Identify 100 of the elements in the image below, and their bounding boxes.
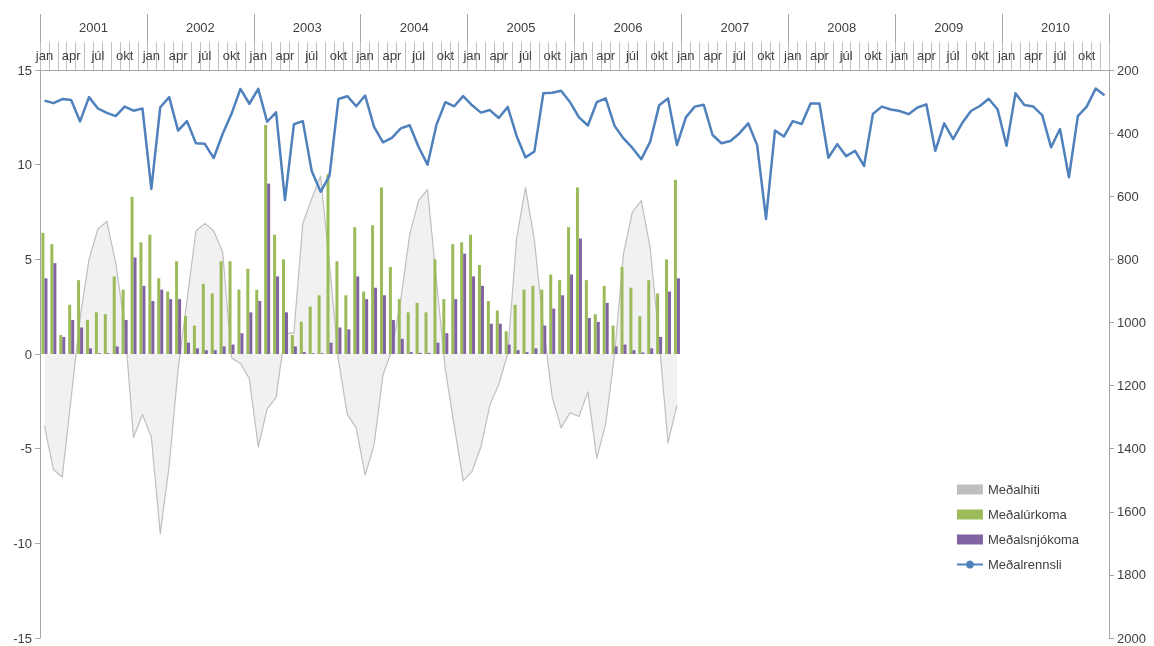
x-tick-label: apr bbox=[1023, 48, 1044, 63]
bar bbox=[480, 285, 484, 354]
bar bbox=[213, 350, 217, 354]
legend-label: Meðalúrkoma bbox=[987, 507, 1068, 522]
x-tick-label: apr bbox=[382, 48, 402, 63]
x-tick-label: júl bbox=[197, 48, 212, 63]
bar bbox=[210, 293, 214, 354]
x-tick-label: apr bbox=[489, 48, 509, 63]
bar bbox=[486, 300, 490, 354]
x-tick-label: okt bbox=[436, 48, 455, 63]
y2-tick-label: 1000 bbox=[1117, 314, 1146, 330]
bar bbox=[673, 179, 677, 354]
bar bbox=[326, 174, 330, 354]
bar bbox=[638, 316, 642, 354]
text: 2002 bbox=[185, 20, 215, 35]
x-tick-label: okt bbox=[864, 48, 882, 63]
bar bbox=[222, 346, 226, 354]
bar bbox=[460, 242, 464, 354]
x-tick-label: jan bbox=[889, 48, 909, 63]
bar bbox=[335, 261, 339, 354]
bar bbox=[463, 253, 467, 354]
bar bbox=[219, 261, 223, 354]
y-tick-label: -5 bbox=[20, 441, 32, 457]
y-tick-label: -15 bbox=[13, 630, 32, 646]
bar bbox=[620, 266, 624, 354]
bar bbox=[668, 291, 672, 354]
bar bbox=[498, 323, 502, 354]
y2-tick-label: 1200 bbox=[1117, 378, 1146, 394]
line-series bbox=[43, 87, 1106, 221]
bar bbox=[44, 278, 48, 354]
x-tick-label: apr bbox=[61, 48, 82, 63]
bar bbox=[391, 319, 395, 354]
bar bbox=[575, 187, 579, 354]
x-tick-label: jan bbox=[34, 48, 54, 63]
x-tick-label: júl bbox=[90, 48, 105, 63]
y-tick-label: 5 bbox=[24, 251, 32, 267]
bar bbox=[94, 312, 98, 354]
bar bbox=[89, 348, 92, 354]
bar bbox=[570, 274, 574, 354]
bar bbox=[540, 289, 544, 354]
x-tick-label: jan bbox=[996, 48, 1016, 63]
x-tick-label: okt bbox=[757, 48, 776, 63]
bar bbox=[445, 333, 449, 354]
text: 2004 bbox=[399, 20, 429, 35]
bar bbox=[276, 276, 280, 354]
bar bbox=[112, 276, 116, 354]
bar bbox=[237, 289, 241, 354]
bar bbox=[552, 308, 556, 354]
x-tick-label: okt bbox=[329, 48, 348, 63]
bar bbox=[489, 323, 493, 354]
bar bbox=[587, 318, 591, 354]
bar bbox=[71, 319, 75, 354]
bar bbox=[400, 338, 404, 354]
bar bbox=[264, 124, 268, 354]
bar bbox=[596, 321, 600, 354]
bar bbox=[41, 232, 45, 354]
bar bbox=[178, 299, 182, 354]
bar bbox=[469, 234, 473, 354]
bar bbox=[347, 329, 351, 354]
bar bbox=[151, 300, 155, 354]
bar bbox=[353, 227, 357, 354]
x-tick-label: apr bbox=[810, 48, 830, 63]
bar bbox=[602, 285, 606, 354]
bar bbox=[148, 234, 152, 354]
bar bbox=[659, 336, 663, 354]
bar bbox=[290, 335, 294, 354]
bar bbox=[77, 280, 81, 354]
bar bbox=[166, 291, 170, 354]
text: 2007 bbox=[720, 20, 750, 35]
bar bbox=[344, 295, 348, 354]
bar bbox=[50, 244, 54, 354]
x-tick-label: apr bbox=[916, 48, 937, 63]
y2-tick-label: 200 bbox=[1117, 62, 1139, 78]
bar bbox=[578, 238, 582, 354]
bar bbox=[504, 331, 508, 354]
bar bbox=[299, 321, 303, 354]
bar bbox=[186, 342, 190, 354]
x-tick-label: júl bbox=[411, 48, 426, 63]
bar bbox=[124, 319, 128, 354]
x-tick-label: júl bbox=[1052, 48, 1067, 63]
bar bbox=[516, 350, 520, 354]
bar bbox=[629, 287, 633, 354]
bar bbox=[374, 287, 378, 354]
x-tick-label: júl bbox=[945, 48, 960, 63]
bar bbox=[522, 289, 526, 354]
x-tick-label: júl bbox=[304, 48, 319, 63]
bar bbox=[157, 278, 161, 354]
x-tick-label: apr bbox=[275, 48, 296, 63]
bar bbox=[647, 280, 651, 354]
bar bbox=[53, 263, 57, 354]
bar bbox=[495, 310, 499, 354]
bar bbox=[433, 259, 437, 354]
bar bbox=[160, 289, 164, 354]
y2-tick-label: 1400 bbox=[1117, 441, 1146, 457]
bar bbox=[130, 196, 134, 354]
x-tick-label: okt bbox=[543, 48, 562, 63]
bar bbox=[228, 261, 232, 354]
bar bbox=[192, 325, 196, 354]
text: 2005 bbox=[506, 20, 536, 35]
x-tick-label: apr bbox=[703, 48, 723, 63]
